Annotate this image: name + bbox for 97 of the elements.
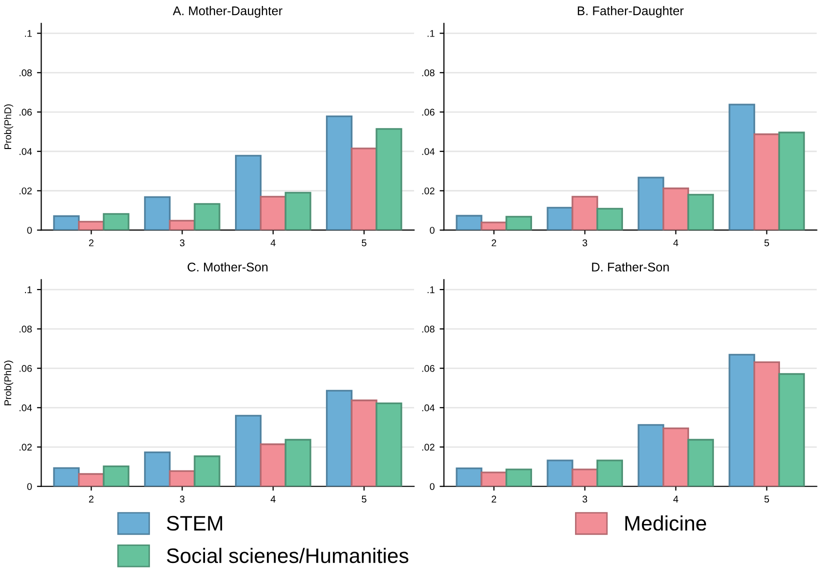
y-tick-label: .02 [422, 444, 434, 451]
bar [235, 154, 262, 230]
bar [260, 443, 286, 486]
x-tick-label: 2 [89, 496, 94, 502]
y-tick-label: 0 [430, 483, 435, 490]
bar [546, 206, 574, 230]
x-tick-label: 5 [764, 239, 770, 246]
bar [102, 465, 130, 486]
chart-title: B. Father-Daughter [578, 6, 684, 18]
x-tick-label: 2 [492, 239, 496, 246]
bar [778, 132, 805, 230]
y-tick-label: .06 [20, 365, 32, 372]
y-tick-label: .06 [422, 365, 434, 372]
bar [638, 176, 664, 230]
bar [350, 148, 378, 230]
bar [78, 220, 105, 230]
bar [753, 361, 780, 486]
bar [284, 192, 312, 230]
bar [194, 455, 220, 486]
bar [168, 470, 196, 486]
x-tick-label: 4 [270, 239, 276, 246]
y-tick-label: .08 [20, 69, 32, 76]
bar [260, 196, 286, 230]
bar [687, 438, 714, 486]
legend-label: STEM [166, 516, 222, 531]
y-tick-label: .02 [20, 444, 32, 451]
chart-title: C. Mother-Son [188, 262, 268, 272]
bar [778, 373, 805, 486]
y-tick-label: 0 [27, 226, 32, 234]
chart-title: D. Father-Son [592, 262, 669, 272]
x-tick-label: 5 [362, 239, 366, 246]
bar [53, 215, 80, 230]
y-tick-label: .1 [25, 30, 32, 37]
y-tick-label: .1 [25, 286, 32, 294]
y-tick-label: 0 [27, 483, 32, 490]
legend-label: Social scienes/Humanities [166, 548, 408, 564]
bar [572, 468, 598, 486]
bar [235, 414, 262, 486]
bar [506, 468, 532, 486]
y-tick-label: .04 [20, 148, 32, 155]
bar [144, 196, 171, 230]
x-tick-label: 5 [362, 496, 366, 503]
y-tick-label: .08 [422, 326, 434, 333]
bar [480, 222, 508, 230]
y-tick-label: .04 [20, 404, 32, 412]
bar [753, 133, 780, 230]
x-tick-label: 3 [582, 239, 588, 246]
bar [78, 473, 105, 486]
bar [168, 220, 196, 230]
bar [194, 203, 220, 230]
y-tick-label: 0 [430, 226, 435, 234]
bar [326, 390, 352, 486]
bar [506, 216, 532, 230]
bar [596, 208, 623, 230]
bar [326, 116, 352, 230]
bar [687, 194, 714, 230]
y-tick-label: .1 [428, 286, 434, 294]
y-tick-label: .04 [422, 148, 435, 155]
bar [480, 472, 508, 486]
bar [546, 460, 574, 486]
bar [376, 128, 402, 230]
x-tick-label: 4 [673, 496, 678, 502]
bar [638, 424, 664, 486]
y-tick-label: .1 [428, 30, 434, 37]
x-tick-label: 3 [180, 239, 184, 246]
y-tick-label: .06 [20, 108, 32, 116]
x-tick-label: 2 [89, 239, 94, 246]
y-axis-title: Prob(PhD) [4, 104, 14, 149]
bar [728, 104, 756, 230]
x-tick-label: 3 [180, 496, 184, 503]
y-tick-label: .08 [20, 326, 32, 333]
y-tick-label: .08 [422, 69, 434, 76]
x-tick-label: 2 [492, 496, 496, 502]
bar [456, 467, 482, 486]
chart-title: A. Mother-Daughter [172, 6, 282, 18]
bar [572, 196, 598, 230]
bar [456, 214, 482, 230]
x-tick-label: 3 [582, 496, 588, 503]
bar [728, 354, 756, 486]
y-tick-label: .04 [422, 404, 435, 412]
x-tick-label: 5 [764, 496, 770, 503]
y-tick-label: .02 [20, 187, 32, 194]
bar [144, 451, 171, 486]
bar [284, 438, 312, 486]
y-tick-label: .06 [422, 108, 434, 116]
bar [662, 188, 690, 230]
bar [102, 213, 130, 230]
bar [350, 400, 378, 486]
legend-label: Medicine [625, 515, 706, 531]
bar [662, 427, 690, 486]
y-tick-label: .02 [422, 187, 434, 194]
x-tick-label: 4 [673, 239, 678, 246]
x-tick-label: 4 [270, 496, 276, 502]
bar [376, 402, 402, 486]
bar [53, 467, 80, 486]
y-axis-title: Prob(PhD) [4, 360, 14, 406]
bar [596, 460, 623, 486]
